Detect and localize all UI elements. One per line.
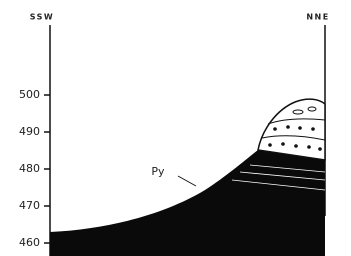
bedrock [50,150,325,256]
orientation-right: NNE [306,13,329,22]
tick-label: 490 [19,125,40,138]
elevation-ticks: 500 490 480 470 460 [19,88,50,249]
tick-label: 480 [19,162,40,175]
orientation-left: SSW [30,13,55,22]
geologic-section: SSW NNE Py 500 490 480 470 460 [0,0,351,256]
tick-label: 500 [19,88,40,101]
annotation-leader [178,176,196,186]
tick-label: 460 [19,236,40,249]
hill-cap [258,99,325,160]
tick-label: 470 [19,199,40,212]
annotation: Py [151,165,165,178]
